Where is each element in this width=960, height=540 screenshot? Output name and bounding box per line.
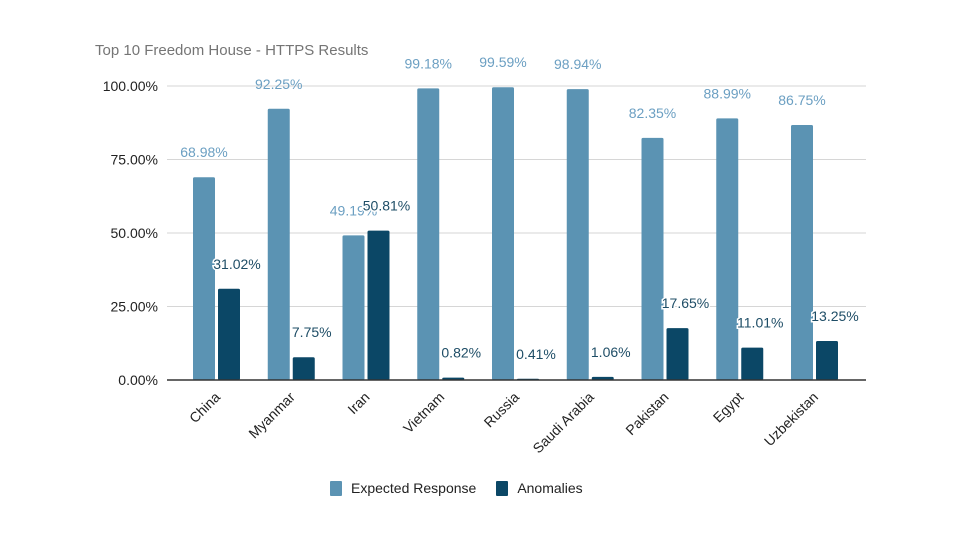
chart-title: Top 10 Freedom House - HTTPS Results (95, 42, 369, 59)
data-label-anomalies: 31.02% (213, 256, 260, 272)
legend: Expected Response Anomalies (330, 480, 603, 496)
bar-anomalies (292, 357, 315, 380)
bar-expected (791, 124, 813, 380)
legend-label-anomalies: Anomalies (517, 480, 583, 496)
data-label-expected: 86.75% (778, 92, 825, 108)
data-label-anomalies: 50.81% (363, 198, 410, 214)
x-tick-label: China (186, 389, 223, 426)
y-tick-label: 100.00% (103, 78, 158, 94)
x-tick-label: Pakistan (622, 389, 671, 438)
data-label-expected: 92.25% (255, 76, 302, 92)
x-tick-label: Vietnam (400, 389, 447, 436)
bar-expected (342, 235, 365, 380)
bar-anomalies (367, 230, 390, 380)
data-label-anomalies: 1.06% (591, 344, 631, 360)
bar-expected (492, 87, 514, 381)
y-tick-label: 50.00% (111, 225, 158, 241)
data-label-anomalies: 0.41% (516, 346, 556, 362)
bar-expected (716, 118, 739, 381)
legend-swatch-expected (330, 480, 342, 496)
bar-anomalies (816, 341, 838, 380)
data-label-expected: 98.94% (554, 56, 601, 72)
data-label-anomalies: 0.82% (441, 345, 481, 361)
bar-anomalies (591, 376, 614, 380)
bar-anomalies (218, 288, 240, 380)
bar-expected (193, 177, 215, 380)
bar-expected (267, 108, 290, 380)
bar-expected (417, 88, 440, 380)
data-label-anomalies: 11.01% (737, 315, 783, 331)
x-tick-label: Saudi Arabia (529, 389, 597, 457)
bar-expected (566, 89, 589, 381)
bar-anomalies (741, 347, 764, 380)
x-tick-label: Russia (481, 389, 523, 431)
data-label-anomalies: 17.65% (662, 295, 709, 311)
y-tick-label: 75.00% (111, 152, 158, 168)
y-tick-label: 0.00% (118, 372, 158, 388)
bar-anomalies (666, 328, 689, 380)
data-label-expected: 88.99% (704, 85, 751, 101)
data-label-expected: 82.35% (629, 105, 676, 121)
data-label-expected: 68.98% (180, 144, 227, 160)
x-tick-label: Uzbekistan (761, 389, 821, 449)
data-label-anomalies: 7.75% (292, 324, 332, 340)
legend-swatch-anomalies (496, 480, 509, 496)
data-label-expected: 99.18% (405, 55, 452, 71)
data-label-expected: 99.59% (479, 54, 526, 70)
x-tick-label: Myanmar (245, 389, 298, 442)
legend-label-expected: Expected Response (351, 480, 477, 496)
x-tick-label: Egypt (710, 389, 747, 426)
bar-expected (641, 137, 664, 380)
x-tick-label: Iran (344, 389, 372, 417)
data-label-expected: 49.19% (330, 202, 377, 218)
y-tick-label: 25.00% (111, 299, 158, 315)
data-label-anomalies: 13.25% (811, 308, 858, 324)
